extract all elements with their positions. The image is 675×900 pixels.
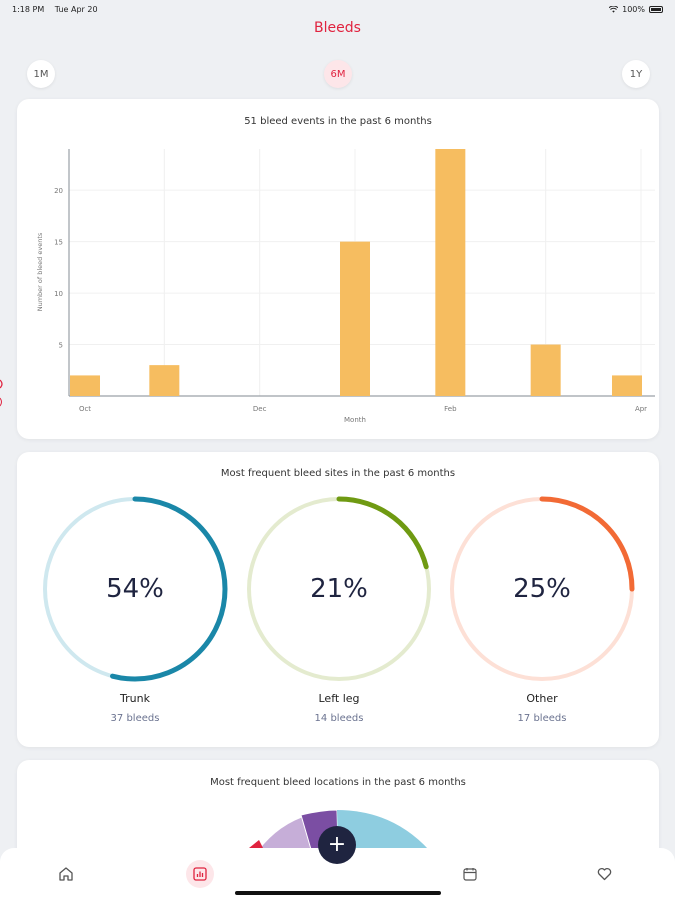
location-segment[interactable] bbox=[259, 815, 317, 850]
bleed-sites-title: Most frequent bleed sites in the past 6 … bbox=[220, 468, 456, 479]
chart-icon[interactable] bbox=[186, 860, 214, 888]
range-tab-1m[interactable]: 1M bbox=[27, 60, 55, 88]
bar bbox=[340, 241, 370, 396]
bleed-locations-title: Most frequent bleed locations in the pas… bbox=[210, 777, 466, 788]
wifi-icon bbox=[609, 5, 619, 13]
battery-icon bbox=[649, 5, 663, 13]
y-tick-label: 5 bbox=[59, 342, 63, 350]
bleed-events-chart: 5 10 15 20 Oct Dec Feb Apr Month Number of bleed … bbox=[36, 149, 655, 424]
ring-progress bbox=[42, 496, 228, 682]
bar bbox=[435, 149, 466, 396]
heart-icon[interactable] bbox=[590, 860, 618, 888]
site-percent: 21% bbox=[310, 574, 368, 604]
status-time: 1:18 PM bbox=[12, 4, 45, 14]
add-bleed-button[interactable]: + bbox=[318, 826, 356, 864]
bar bbox=[70, 375, 100, 396]
bar bbox=[149, 365, 180, 396]
y-axis-label: Number of bleed events bbox=[36, 232, 44, 311]
range-tab-6m[interactable]: 6M bbox=[324, 60, 352, 88]
bleed-sites-card: Most frequent bleed sites in the past 6 … bbox=[17, 452, 659, 747]
ring-chart bbox=[449, 496, 635, 682]
location-segment[interactable] bbox=[249, 840, 263, 848]
range-tab-1y[interactable]: 1Y bbox=[622, 60, 650, 88]
x-tick-label: Apr bbox=[635, 405, 647, 413]
ring-chart bbox=[246, 496, 432, 682]
site-ring-left-leg[interactable]: 21% bbox=[244, 494, 434, 684]
bleed-events-card: 51 bleed events in the past 6 months 5 10… bbox=[17, 99, 659, 439]
site-label: Other bbox=[526, 692, 558, 705]
bleed-events-title: 51 bleed events in the past 6 months bbox=[244, 116, 432, 127]
status-date: Tue Apr 20 bbox=[54, 4, 98, 14]
page-title: Bleeds bbox=[314, 20, 361, 36]
y-tick-label: 20 bbox=[54, 187, 63, 195]
site-ring-trunk[interactable]: 54% bbox=[40, 494, 230, 684]
x-tick-label: Dec bbox=[253, 405, 267, 413]
site-count: 37 bleeds bbox=[110, 713, 160, 724]
ring-progress bbox=[246, 496, 432, 682]
x-axis-label: Month bbox=[344, 416, 366, 424]
x-tick-label: Oct bbox=[79, 405, 91, 413]
site-label: Left leg bbox=[318, 692, 360, 705]
site-percent: 25% bbox=[513, 574, 571, 604]
y-tick-label: 15 bbox=[54, 239, 63, 247]
site-label: Trunk bbox=[120, 692, 150, 705]
status-bar: 1:18 PM Tue Apr 20 100% bbox=[0, 0, 675, 18]
site-ring-other[interactable]: 25% bbox=[447, 494, 637, 684]
y-tick-label: 10 bbox=[54, 290, 63, 298]
home-indicator bbox=[235, 891, 441, 895]
edge-marker bbox=[0, 379, 3, 407]
calendar-icon[interactable] bbox=[456, 860, 484, 888]
ring-chart bbox=[42, 496, 228, 682]
x-tick-label: Feb bbox=[444, 405, 457, 413]
ring-progress bbox=[449, 496, 635, 682]
site-percent: 54% bbox=[106, 574, 164, 604]
site-count: 17 bleeds bbox=[517, 713, 567, 724]
home-icon[interactable] bbox=[52, 860, 80, 888]
site-count: 14 bleeds bbox=[314, 713, 364, 724]
bar bbox=[612, 375, 642, 396]
bar bbox=[530, 344, 561, 396]
battery-percent: 100% bbox=[622, 4, 645, 14]
